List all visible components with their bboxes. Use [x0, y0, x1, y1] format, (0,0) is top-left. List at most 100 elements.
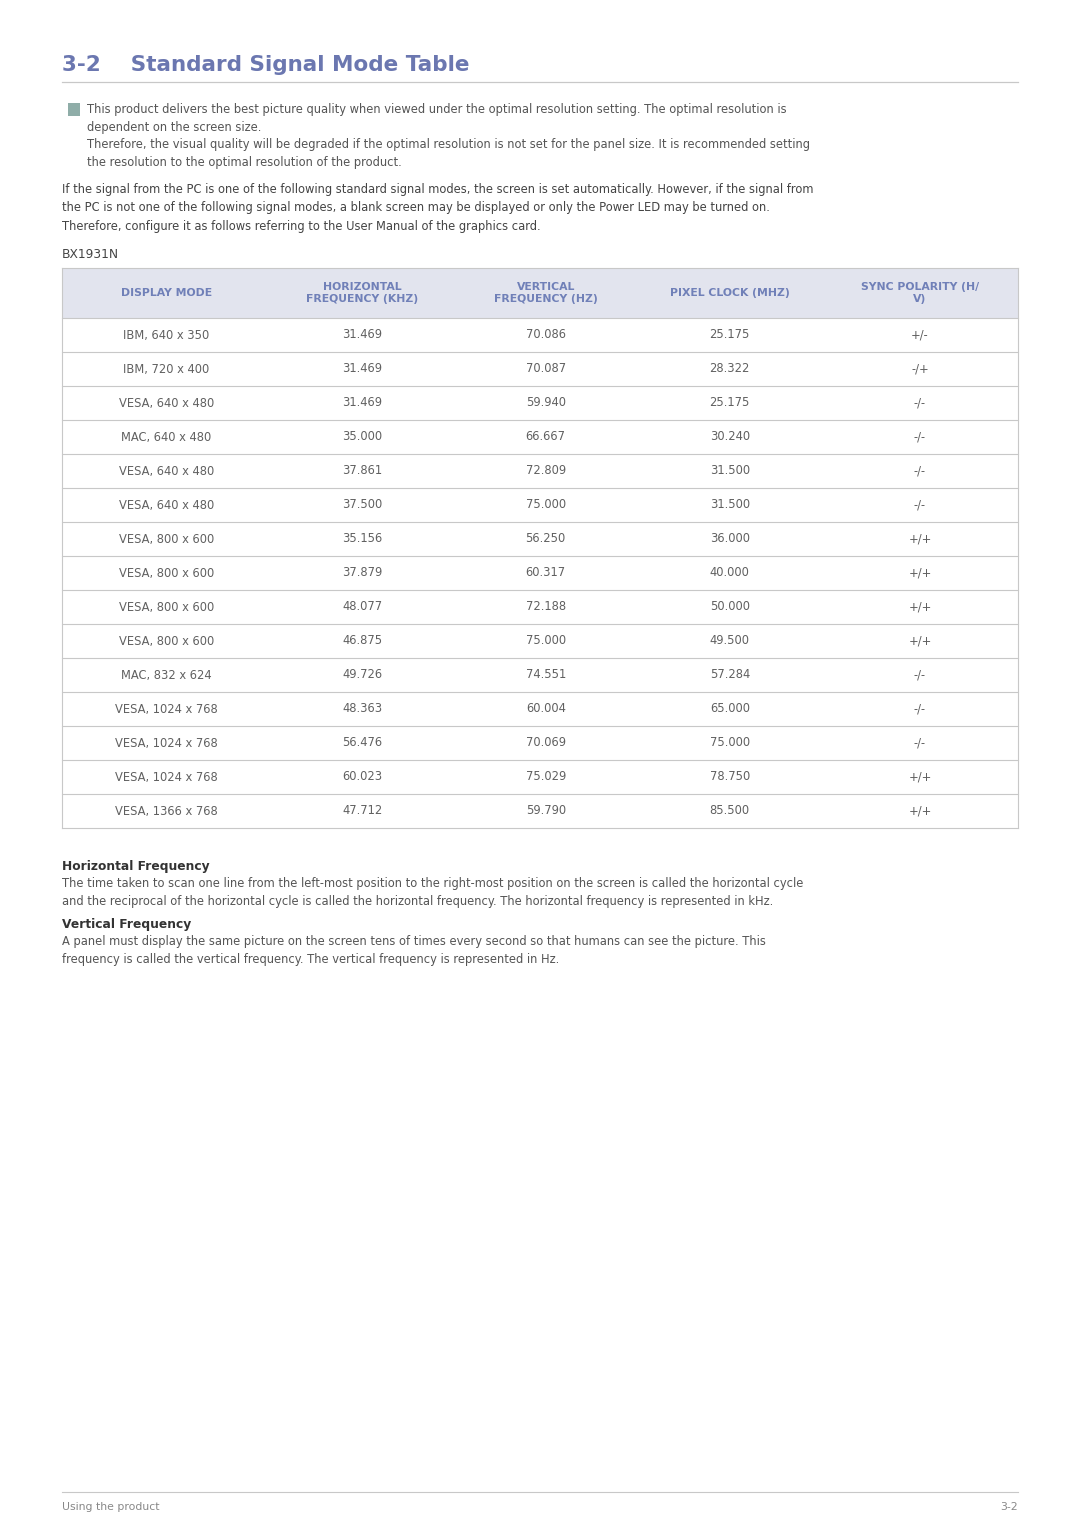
Text: VESA, 640 x 480: VESA, 640 x 480 — [119, 498, 214, 512]
Bar — [62, 760, 1018, 794]
Text: 30.240: 30.240 — [710, 431, 750, 443]
Text: +/+: +/+ — [908, 805, 932, 817]
Bar — [62, 269, 1018, 318]
Text: 59.940: 59.940 — [526, 397, 566, 409]
Text: 75.000: 75.000 — [710, 736, 750, 750]
Text: 31.469: 31.469 — [342, 362, 382, 376]
Text: 35.000: 35.000 — [342, 431, 382, 443]
Text: This product delivers the best picture quality when viewed under the optimal res: This product delivers the best picture q… — [87, 102, 786, 134]
Bar — [62, 692, 1018, 725]
Text: 72.188: 72.188 — [526, 600, 566, 614]
Text: MAC, 640 x 480: MAC, 640 x 480 — [121, 431, 212, 443]
Text: 74.551: 74.551 — [526, 669, 566, 681]
Text: 37.879: 37.879 — [342, 567, 382, 580]
Text: 3-2: 3-2 — [1000, 1503, 1018, 1512]
Text: 48.363: 48.363 — [342, 702, 382, 716]
Text: 56.476: 56.476 — [342, 736, 382, 750]
Text: HORIZONTAL
FREQUENCY (KHZ): HORIZONTAL FREQUENCY (KHZ) — [306, 282, 418, 304]
Text: IBM, 640 x 350: IBM, 640 x 350 — [123, 328, 210, 342]
Bar — [62, 658, 1018, 692]
Text: VESA, 800 x 600: VESA, 800 x 600 — [119, 533, 214, 545]
Bar — [62, 556, 1018, 589]
Text: 85.500: 85.500 — [710, 805, 750, 817]
Text: 31.469: 31.469 — [342, 397, 382, 409]
Bar — [62, 318, 1018, 353]
Text: 70.086: 70.086 — [526, 328, 566, 342]
Text: -/-: -/- — [914, 397, 926, 409]
Text: DISPLAY MODE: DISPLAY MODE — [121, 289, 212, 298]
Text: +/-: +/- — [912, 328, 929, 342]
Bar — [62, 454, 1018, 489]
Text: 3-2    Standard Signal Mode Table: 3-2 Standard Signal Mode Table — [62, 55, 470, 75]
Text: -/-: -/- — [914, 669, 926, 681]
Text: Horizontal Frequency: Horizontal Frequency — [62, 860, 210, 873]
Text: +/+: +/+ — [908, 635, 932, 647]
Text: MAC, 832 x 624: MAC, 832 x 624 — [121, 669, 212, 681]
Bar — [62, 522, 1018, 556]
Text: 60.004: 60.004 — [526, 702, 566, 716]
Text: 28.322: 28.322 — [710, 362, 750, 376]
Text: VERTICAL
FREQUENCY (HZ): VERTICAL FREQUENCY (HZ) — [494, 282, 597, 304]
Text: Therefore, the visual quality will be degraded if the optimal resolution is not : Therefore, the visual quality will be de… — [87, 137, 810, 169]
Text: BX1931N: BX1931N — [62, 247, 119, 261]
Bar — [62, 386, 1018, 420]
Text: 31.469: 31.469 — [342, 328, 382, 342]
Text: 57.284: 57.284 — [710, 669, 750, 681]
Text: VESA, 640 x 480: VESA, 640 x 480 — [119, 397, 214, 409]
Text: 40.000: 40.000 — [710, 567, 750, 580]
Text: -/-: -/- — [914, 431, 926, 443]
Text: 25.175: 25.175 — [710, 328, 750, 342]
Text: 65.000: 65.000 — [710, 702, 750, 716]
Text: Vertical Frequency: Vertical Frequency — [62, 918, 191, 931]
Text: 49.500: 49.500 — [710, 635, 750, 647]
Text: 46.875: 46.875 — [342, 635, 382, 647]
Text: 56.250: 56.250 — [526, 533, 566, 545]
Text: 72.809: 72.809 — [526, 464, 566, 478]
Bar — [62, 489, 1018, 522]
Text: 37.500: 37.500 — [342, 498, 382, 512]
Text: If the signal from the PC is one of the following standard signal modes, the scr: If the signal from the PC is one of the … — [62, 183, 813, 234]
Bar — [62, 353, 1018, 386]
Bar — [62, 725, 1018, 760]
Text: VESA, 1024 x 768: VESA, 1024 x 768 — [114, 736, 217, 750]
Text: PIXEL CLOCK (MHZ): PIXEL CLOCK (MHZ) — [670, 289, 789, 298]
Text: -/-: -/- — [914, 464, 926, 478]
Text: IBM, 720 x 400: IBM, 720 x 400 — [123, 362, 210, 376]
Text: +/+: +/+ — [908, 600, 932, 614]
Text: +/+: +/+ — [908, 771, 932, 783]
Text: 59.790: 59.790 — [526, 805, 566, 817]
Text: 66.667: 66.667 — [526, 431, 566, 443]
Text: 60.023: 60.023 — [342, 771, 382, 783]
Text: 49.726: 49.726 — [342, 669, 382, 681]
Text: 36.000: 36.000 — [710, 533, 750, 545]
Bar — [62, 589, 1018, 625]
Text: VESA, 800 x 600: VESA, 800 x 600 — [119, 600, 214, 614]
Text: 78.750: 78.750 — [710, 771, 750, 783]
Text: 48.077: 48.077 — [342, 600, 382, 614]
Text: -/-: -/- — [914, 702, 926, 716]
Text: 75.000: 75.000 — [526, 498, 566, 512]
Text: 35.156: 35.156 — [342, 533, 382, 545]
Text: 37.861: 37.861 — [342, 464, 382, 478]
Text: 25.175: 25.175 — [710, 397, 750, 409]
Text: 70.069: 70.069 — [526, 736, 566, 750]
Bar — [62, 794, 1018, 828]
Text: VESA, 640 x 480: VESA, 640 x 480 — [119, 464, 214, 478]
Text: VESA, 1366 x 768: VESA, 1366 x 768 — [114, 805, 217, 817]
Text: -/-: -/- — [914, 736, 926, 750]
Text: 31.500: 31.500 — [710, 498, 750, 512]
Text: 70.087: 70.087 — [526, 362, 566, 376]
Bar — [62, 625, 1018, 658]
Text: A panel must display the same picture on the screen tens of times every second s: A panel must display the same picture on… — [62, 935, 766, 967]
Text: 75.029: 75.029 — [526, 771, 566, 783]
Text: 47.712: 47.712 — [342, 805, 382, 817]
Text: -/-: -/- — [914, 498, 926, 512]
Text: VESA, 1024 x 768: VESA, 1024 x 768 — [114, 771, 217, 783]
Text: 60.317: 60.317 — [526, 567, 566, 580]
Bar — [68, 102, 80, 116]
Text: 50.000: 50.000 — [710, 600, 750, 614]
Text: 75.000: 75.000 — [526, 635, 566, 647]
Text: The time taken to scan one line from the left-most position to the right-most po: The time taken to scan one line from the… — [62, 876, 804, 909]
Text: +/+: +/+ — [908, 533, 932, 545]
Bar — [62, 420, 1018, 454]
